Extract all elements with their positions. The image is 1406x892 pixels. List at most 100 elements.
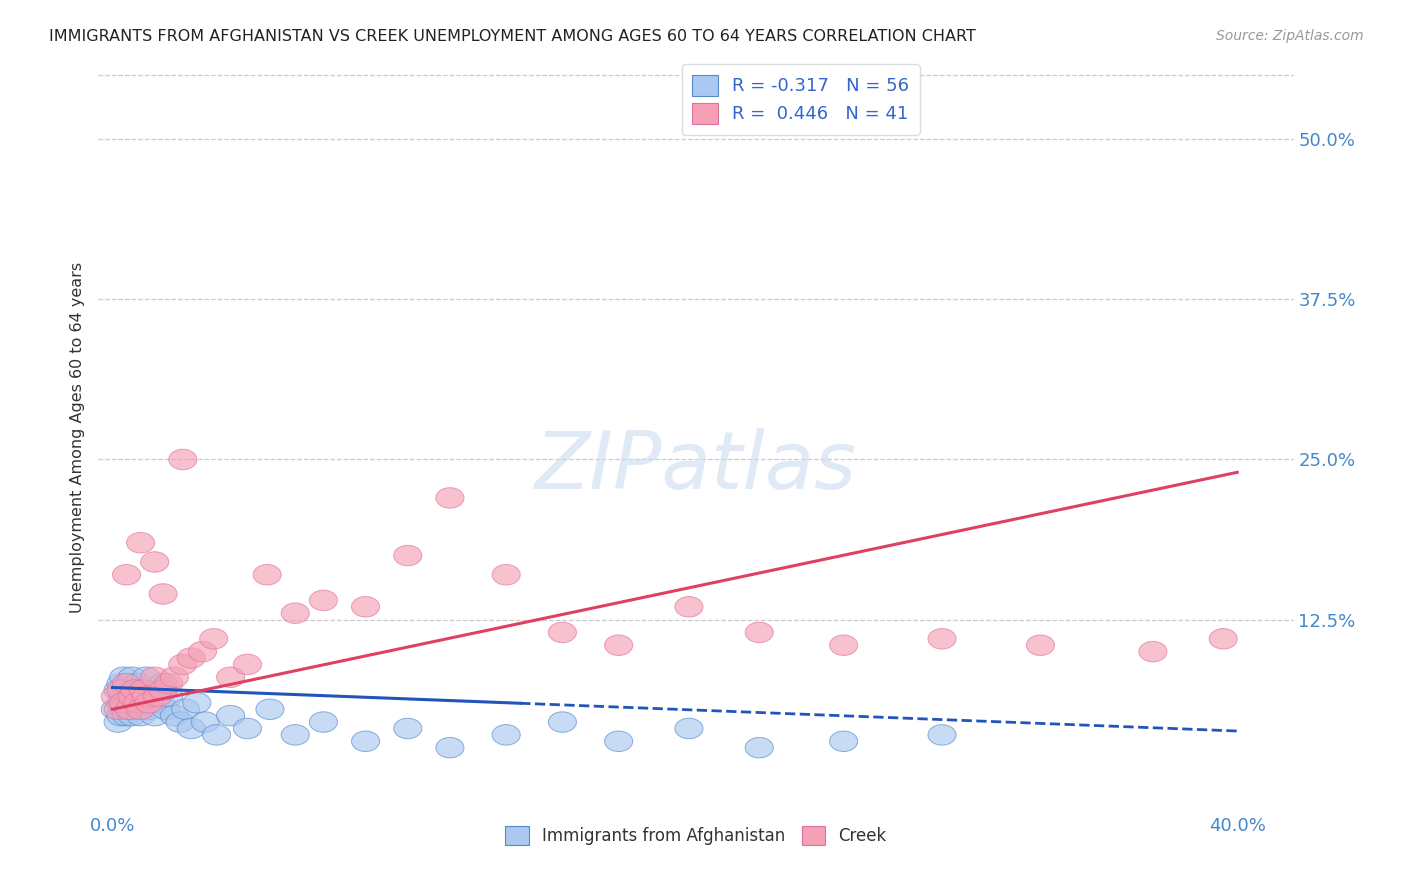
Ellipse shape (118, 686, 146, 706)
Ellipse shape (172, 699, 200, 720)
Ellipse shape (1139, 641, 1167, 662)
Ellipse shape (217, 706, 245, 726)
Ellipse shape (745, 622, 773, 642)
Ellipse shape (112, 565, 141, 585)
Ellipse shape (141, 706, 169, 726)
Ellipse shape (121, 692, 149, 713)
Ellipse shape (928, 724, 956, 745)
Ellipse shape (217, 667, 245, 688)
Ellipse shape (191, 712, 219, 732)
Ellipse shape (104, 712, 132, 732)
Ellipse shape (160, 706, 188, 726)
Ellipse shape (352, 731, 380, 752)
Ellipse shape (188, 641, 217, 662)
Ellipse shape (169, 654, 197, 674)
Ellipse shape (143, 680, 172, 700)
Ellipse shape (152, 699, 180, 720)
Ellipse shape (124, 699, 152, 720)
Ellipse shape (675, 597, 703, 617)
Ellipse shape (127, 699, 155, 720)
Ellipse shape (166, 712, 194, 732)
Ellipse shape (121, 680, 149, 700)
Ellipse shape (112, 673, 141, 694)
Ellipse shape (256, 699, 284, 720)
Ellipse shape (605, 731, 633, 752)
Ellipse shape (132, 686, 160, 706)
Ellipse shape (177, 648, 205, 668)
Ellipse shape (202, 724, 231, 745)
Ellipse shape (830, 635, 858, 656)
Ellipse shape (548, 622, 576, 642)
Ellipse shape (605, 635, 633, 656)
Ellipse shape (146, 692, 174, 713)
Ellipse shape (233, 654, 262, 674)
Ellipse shape (492, 724, 520, 745)
Ellipse shape (115, 673, 143, 694)
Ellipse shape (548, 712, 576, 732)
Ellipse shape (394, 545, 422, 566)
Ellipse shape (107, 706, 135, 726)
Text: Source: ZipAtlas.com: Source: ZipAtlas.com (1216, 29, 1364, 43)
Ellipse shape (104, 699, 132, 720)
Ellipse shape (492, 565, 520, 585)
Ellipse shape (1026, 635, 1054, 656)
Ellipse shape (200, 629, 228, 649)
Ellipse shape (132, 692, 160, 713)
Text: ZIPatlas: ZIPatlas (534, 428, 858, 506)
Ellipse shape (118, 706, 146, 726)
Ellipse shape (281, 603, 309, 624)
Ellipse shape (124, 673, 152, 694)
Ellipse shape (745, 738, 773, 758)
Ellipse shape (107, 673, 135, 694)
Ellipse shape (352, 597, 380, 617)
Ellipse shape (160, 667, 188, 688)
Ellipse shape (155, 673, 183, 694)
Ellipse shape (141, 552, 169, 572)
Ellipse shape (149, 583, 177, 604)
Ellipse shape (135, 692, 163, 713)
Ellipse shape (135, 699, 163, 720)
Ellipse shape (121, 680, 149, 700)
Ellipse shape (110, 699, 138, 720)
Ellipse shape (124, 692, 152, 713)
Ellipse shape (1209, 629, 1237, 649)
Ellipse shape (112, 680, 141, 700)
Ellipse shape (104, 680, 132, 700)
Ellipse shape (112, 706, 141, 726)
Ellipse shape (141, 667, 169, 688)
Ellipse shape (110, 667, 138, 688)
Text: IMMIGRANTS FROM AFGHANISTAN VS CREEK UNEMPLOYMENT AMONG AGES 60 TO 64 YEARS CORR: IMMIGRANTS FROM AFGHANISTAN VS CREEK UNE… (49, 29, 976, 44)
Y-axis label: Unemployment Among Ages 60 to 64 years: Unemployment Among Ages 60 to 64 years (69, 261, 84, 613)
Ellipse shape (830, 731, 858, 752)
Ellipse shape (132, 667, 160, 688)
Ellipse shape (115, 699, 143, 720)
Ellipse shape (177, 718, 205, 739)
Ellipse shape (143, 686, 172, 706)
Ellipse shape (127, 533, 155, 553)
Ellipse shape (253, 565, 281, 585)
Ellipse shape (436, 738, 464, 758)
Ellipse shape (138, 686, 166, 706)
Ellipse shape (149, 680, 177, 700)
Ellipse shape (107, 680, 135, 700)
Ellipse shape (149, 673, 177, 694)
Ellipse shape (155, 686, 183, 706)
Ellipse shape (110, 686, 138, 706)
Ellipse shape (309, 591, 337, 611)
Ellipse shape (101, 686, 129, 706)
Ellipse shape (281, 724, 309, 745)
Ellipse shape (101, 699, 129, 720)
Ellipse shape (127, 706, 155, 726)
Ellipse shape (183, 692, 211, 713)
Ellipse shape (118, 686, 146, 706)
Legend: Immigrants from Afghanistan, Creek: Immigrants from Afghanistan, Creek (499, 820, 893, 852)
Ellipse shape (115, 699, 143, 720)
Ellipse shape (169, 450, 197, 470)
Ellipse shape (928, 629, 956, 649)
Ellipse shape (309, 712, 337, 732)
Ellipse shape (675, 718, 703, 739)
Ellipse shape (394, 718, 422, 739)
Ellipse shape (107, 692, 135, 713)
Ellipse shape (436, 488, 464, 508)
Ellipse shape (127, 686, 155, 706)
